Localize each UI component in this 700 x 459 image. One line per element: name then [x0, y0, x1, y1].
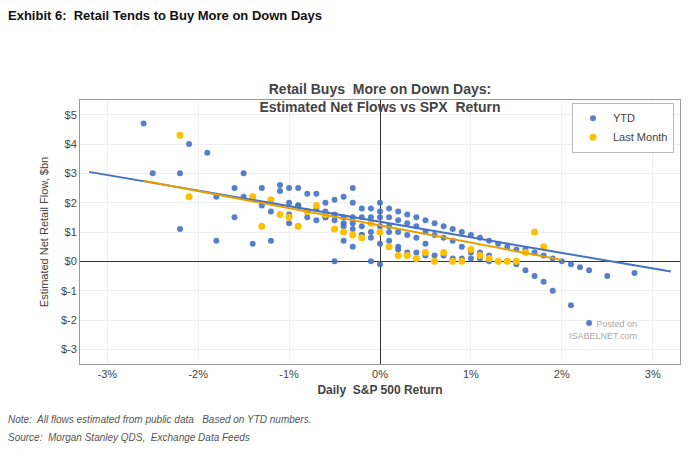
svg-text:Retail Buys More on Down Days: Retail Buys More on Down Days:Estimated … — [259, 81, 500, 115]
svg-text:Last Month: Last Month — [613, 131, 667, 143]
svg-text:1%: 1% — [463, 368, 479, 380]
svg-text:$-3: $-3 — [61, 343, 77, 355]
svg-text:3%: 3% — [645, 368, 661, 380]
svg-text:Source: Morgan Stanley QDS,: Source: Morgan Stanley QDS, Exchange Dat… — [8, 432, 250, 443]
svg-text:Daily S&P 500 Return: Daily S&P 500 Return — [317, 383, 442, 397]
svg-text:-3%: -3% — [97, 368, 117, 380]
svg-text:$2: $2 — [65, 197, 77, 209]
svg-text:$0: $0 — [65, 255, 77, 267]
svg-text:-1%: -1% — [279, 368, 299, 380]
svg-text:Exhibit 6: Retail Tends to Bu: Exhibit 6: Retail Tends to Buy More on D… — [8, 8, 322, 23]
svg-text:Estimated Net Retail Flow, $bn: Estimated Net Retail Flow, $bn — [38, 157, 50, 307]
svg-text:$3: $3 — [65, 167, 77, 179]
svg-text:-2%: -2% — [188, 368, 208, 380]
svg-text:Posted onISABELNET.com: Posted onISABELNET.com — [569, 319, 637, 341]
svg-text:Note: All flows estimated fro: Note: All flows estimated from public da… — [8, 414, 311, 425]
svg-text:YTD: YTD — [613, 112, 635, 124]
svg-text:$-1: $-1 — [61, 285, 77, 297]
svg-text:$-2: $-2 — [61, 314, 77, 326]
svg-text:0%: 0% — [372, 368, 388, 380]
svg-text:$5: $5 — [65, 109, 77, 121]
svg-text:$1: $1 — [65, 226, 77, 238]
svg-text:$4: $4 — [65, 138, 77, 150]
svg-text:2%: 2% — [554, 368, 570, 380]
